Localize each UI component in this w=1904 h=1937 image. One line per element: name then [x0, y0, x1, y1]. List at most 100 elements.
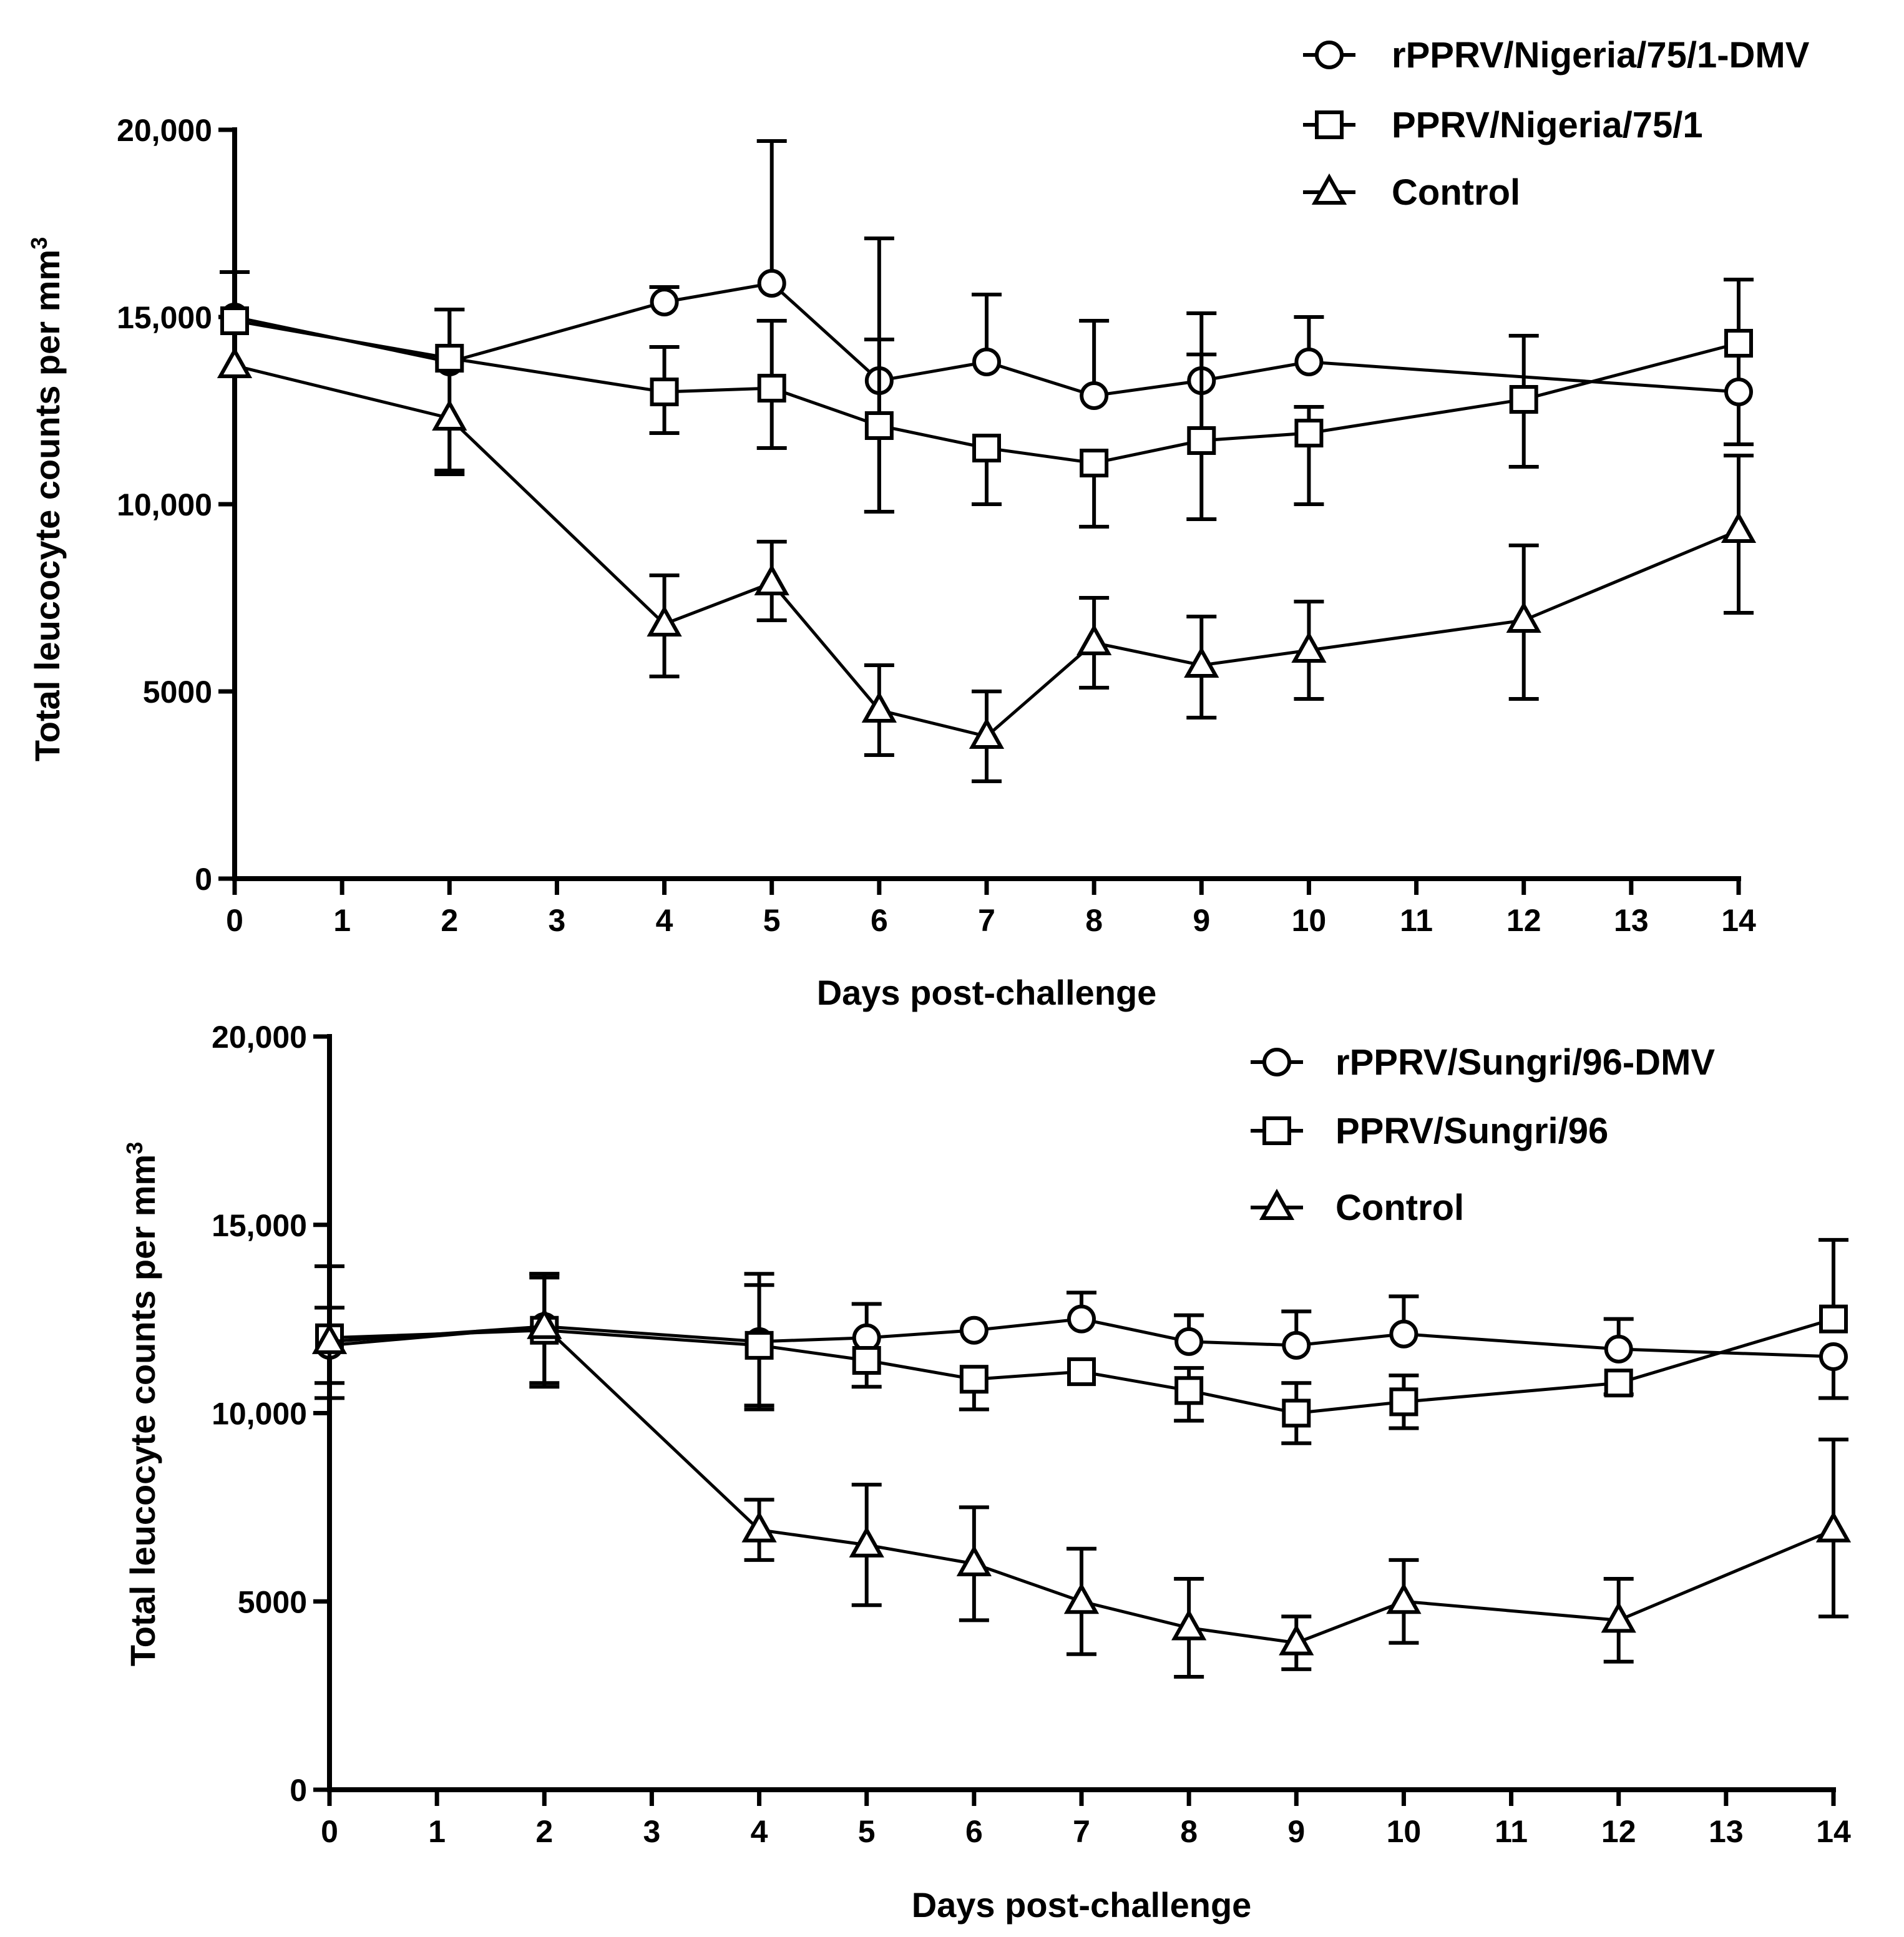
- x-tick-label: 3: [643, 1814, 661, 1849]
- data-point: [1815, 1511, 1852, 1543]
- x-tick-label: 1: [428, 1814, 446, 1849]
- legend-entry: PPRV/Sungri/96: [1251, 1111, 1608, 1151]
- y-axis-title: Total leucocyte counts per mm3: [122, 1142, 163, 1667]
- x-tick-label: 14: [1816, 1814, 1851, 1849]
- y-tick-label: 15,000: [117, 300, 212, 335]
- x-tick-label: 8: [1180, 1814, 1198, 1849]
- data-point: [1291, 631, 1327, 663]
- x-tick-label: 4: [656, 903, 673, 938]
- data-point: [745, 1330, 774, 1360]
- legend-label: rPPRV/Sungri/96-DMV: [1335, 1042, 1715, 1083]
- series-square: [220, 278, 1754, 529]
- x-tick-label: 12: [1506, 903, 1541, 938]
- x-tick-label: 10: [1387, 1814, 1422, 1849]
- data-point: [972, 434, 1001, 462]
- y-tick-label: 0: [290, 1773, 307, 1808]
- x-axis-title: Days post-challenge: [912, 1885, 1252, 1925]
- x-tick-label: 2: [441, 903, 458, 938]
- x-tick-label: 9: [1193, 903, 1210, 938]
- x-tick-label: 7: [1073, 1814, 1090, 1849]
- data-point: [1506, 601, 1541, 633]
- x-tick-label: 10: [1292, 903, 1327, 938]
- data-point: [1389, 1319, 1418, 1349]
- legend-label: PPRV/Nigeria/75/1: [1392, 105, 1703, 145]
- x-tick-label: 7: [978, 903, 995, 938]
- data-point: [650, 288, 679, 316]
- data-point: [1294, 348, 1324, 376]
- x-tick-label: 6: [965, 1814, 983, 1849]
- x-tick-label: 1: [333, 903, 351, 938]
- data-point: [1279, 1624, 1314, 1656]
- data-point: [647, 605, 682, 637]
- legend-label: rPPRV/Nigeria/75/1-DMV: [1392, 35, 1810, 76]
- data-point: [1067, 1304, 1096, 1334]
- data-point: [1174, 1327, 1204, 1356]
- data-point: [972, 348, 1001, 376]
- legend-label: Control: [1392, 172, 1520, 213]
- legend-entry: Control: [1303, 172, 1520, 213]
- legend-marker: [1259, 1188, 1295, 1220]
- x-tick-label: 3: [549, 903, 566, 938]
- x-tick-label: 13: [1614, 903, 1649, 938]
- x-tick-label: 0: [226, 903, 243, 938]
- data-point: [1389, 1387, 1418, 1417]
- data-point: [650, 378, 679, 406]
- x-tick-label: 6: [871, 903, 888, 938]
- data-point: [1184, 646, 1219, 678]
- data-point: [1067, 1357, 1096, 1387]
- data-point: [959, 1365, 989, 1394]
- data-point: [959, 1315, 989, 1345]
- data-point: [1282, 1330, 1311, 1360]
- data-point: [1076, 623, 1112, 655]
- data-point: [754, 564, 789, 595]
- data-point: [1294, 419, 1324, 447]
- x-tick-label: 9: [1287, 1814, 1305, 1849]
- data-point: [1174, 1376, 1204, 1405]
- legend-entry: rPPRV/Nigeria/75/1-DMV: [1303, 35, 1810, 76]
- data-point: [861, 691, 897, 723]
- y-tick-label: 0: [195, 862, 212, 897]
- data-point: [1063, 1583, 1100, 1614]
- data-point: [1721, 511, 1757, 543]
- x-tick-label: 5: [763, 903, 781, 938]
- x-tick-label: 13: [1709, 1814, 1744, 1849]
- x-tick-label: 14: [1721, 903, 1756, 938]
- legend-marker: [1262, 1048, 1291, 1076]
- data-point: [1171, 1609, 1207, 1641]
- data-point: [1724, 378, 1753, 406]
- y-tick-label: 5000: [238, 1584, 307, 1619]
- data-point: [432, 399, 467, 431]
- y-axis-title: Total leucocyte counts per mm3: [26, 237, 67, 762]
- data-point: [1724, 329, 1753, 358]
- legend-entry: PPRV/Nigeria/75/1: [1303, 105, 1703, 145]
- y-tick-label: 10,000: [212, 1397, 307, 1432]
- data-point: [757, 374, 786, 403]
- legend-label: Control: [1335, 1188, 1464, 1228]
- x-tick-label: 4: [751, 1814, 768, 1849]
- data-point: [852, 1346, 881, 1375]
- data-point: [849, 1526, 884, 1558]
- data-point: [741, 1511, 777, 1543]
- data-point: [1819, 1342, 1848, 1371]
- data-point: [1080, 381, 1109, 410]
- data-point: [1187, 426, 1216, 455]
- series-triangle: [217, 346, 1757, 783]
- y-axis-title-superscript: 3: [122, 1142, 147, 1154]
- series-triangle: [311, 1272, 1852, 1679]
- legend-marker: [1311, 173, 1347, 205]
- data-point: [757, 269, 786, 298]
- data-point: [1386, 1583, 1422, 1614]
- legend-marker: [1315, 41, 1344, 69]
- y-tick-label: 15,000: [212, 1208, 307, 1243]
- data-point: [956, 1544, 992, 1576]
- series-line: [234, 281, 1739, 398]
- legend-entry: rPPRV/Sungri/96-DMV: [1251, 1042, 1715, 1083]
- legend-entry: Control: [1251, 1188, 1464, 1228]
- data-point: [969, 717, 1005, 749]
- data-point: [1509, 385, 1538, 414]
- data-point: [1604, 1334, 1633, 1364]
